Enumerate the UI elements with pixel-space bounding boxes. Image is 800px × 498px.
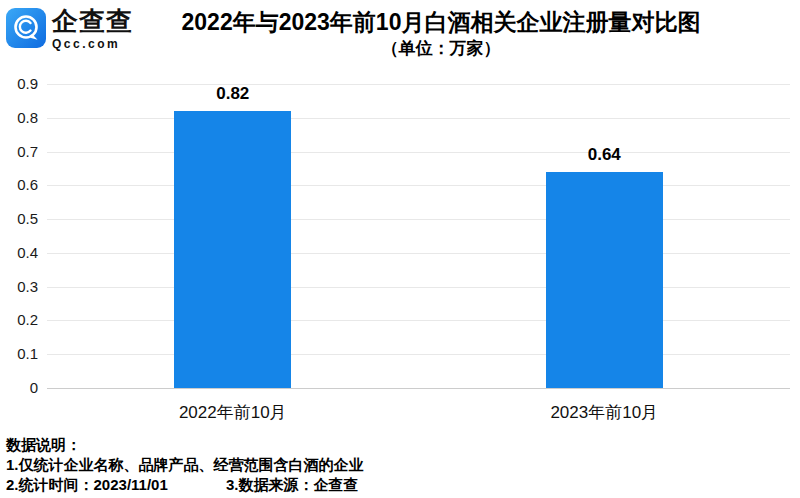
y-tick-label: 0.4 — [0, 243, 38, 263]
x-axis-line — [47, 388, 790, 389]
y-tick-label: 0.7 — [0, 142, 38, 162]
y-tick-label: 0.5 — [0, 209, 38, 229]
x-tick-label: 2022年前10月 — [143, 401, 323, 424]
qcc-infographic: 企查查 Qcc.com 2022年与2023年前10月白酒相关企业注册量对比图 … — [0, 0, 800, 498]
y-tick-label: 0.9 — [0, 74, 38, 94]
gridline — [47, 287, 790, 288]
footnote-row: 2.统计时间：2023/11/01 3.数据来源：企查查 — [6, 475, 364, 495]
footnote-3: 3.数据来源：企查查 — [226, 476, 359, 493]
y-tick-label: 0.8 — [0, 108, 38, 128]
plot-area: 0.822022年前10月0.642023年前10月 — [47, 84, 790, 388]
y-axis: 0.90.80.70.60.50.40.30.20.10 — [0, 84, 38, 388]
y-tick-label: 0 — [0, 378, 38, 398]
y-tick-label: 0.2 — [0, 310, 38, 330]
gridline — [47, 84, 790, 85]
gridline — [47, 118, 790, 119]
gridline — [47, 320, 790, 321]
footnote-2: 2.统计时间：2023/11/01 — [6, 476, 168, 493]
bar-value-label: 0.64 — [559, 144, 649, 166]
qcc-logo-text: 企查查 Qcc.com — [52, 6, 133, 51]
gridline — [47, 253, 790, 254]
qcc-logo: 企查查 Qcc.com — [6, 6, 133, 51]
y-tick-label: 0.1 — [0, 344, 38, 364]
logo-name: 企查查 — [52, 6, 133, 36]
footnote-heading: 数据说明： — [6, 435, 364, 455]
y-tick-label: 0.3 — [0, 277, 38, 297]
footnotes: 数据说明： 1.仅统计企业名称、品牌产品、经营范围含白酒的企业 2.统计时间：2… — [6, 435, 364, 495]
title-block: 2022年与2023年前10月白酒相关企业注册量对比图 （单位：万家） — [182, 8, 701, 60]
x-tick-label: 2023年前10月 — [514, 401, 694, 424]
gridline — [47, 354, 790, 355]
chart-subtitle: （单位：万家） — [182, 38, 701, 60]
gridline — [47, 185, 790, 186]
logo-domain: Qcc.com — [52, 37, 133, 51]
chart-title: 2022年与2023年前10月白酒相关企业注册量对比图 — [182, 8, 701, 36]
bar-value-label: 0.82 — [188, 83, 278, 105]
footnote-1: 1.仅统计企业名称、品牌产品、经营范围含白酒的企业 — [6, 455, 364, 475]
gridline — [47, 219, 790, 220]
qcc-logo-icon — [6, 8, 46, 48]
y-tick-label: 0.6 — [0, 175, 38, 195]
bar-2023年前10月 — [546, 172, 663, 388]
bar-2022年前10月 — [174, 111, 291, 388]
gridline — [47, 152, 790, 153]
